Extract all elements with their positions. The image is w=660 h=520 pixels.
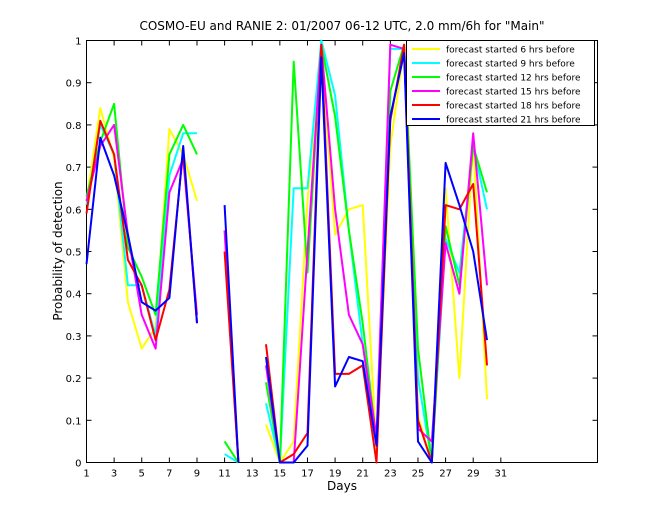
series-line [85,136,198,324]
series-6 [85,52,488,464]
legend-entry: forecast started 6 hrs before [412,46,575,56]
x-tick-label: 3 [111,469,117,480]
x-tick-label: 27 [439,469,452,480]
legend-entry: forecast started 18 hrs before [412,102,581,112]
series-line [265,52,488,464]
x-tick-label: 1 [83,469,89,480]
legend-entry: forecast started 9 hrs before [412,60,575,70]
series-line [223,205,240,463]
y-tick-label: 0.5 [66,248,82,259]
x-axis-label: Days [327,479,357,493]
x-tick-label: 19 [329,469,342,480]
axis-ticks: 1 3 5 7 9 11 13 15 17 19 21 23 25 27 29 3100.10.20.30.4… [66,37,598,480]
y-tick-label: 0 [75,459,81,470]
legend-entry: forecast started 12 hrs before [412,74,581,84]
series-line [223,440,240,464]
x-tick-label: 7 [166,469,172,480]
legend: forecast started 6 hrs before forecast st… [406,40,595,126]
x-tick-label: 29 [467,469,480,480]
series-line [265,43,488,464]
series-line [85,102,198,316]
x-tick-label: 11 [218,469,231,480]
x-tick-label: 17 [301,469,314,480]
legend-label: forecast started 15 hrs before [446,88,581,98]
y-tick-label: 0.4 [66,290,82,301]
legend-entry: forecast started 21 hrs before [412,116,581,126]
y-tick-label: 0.2 [66,374,82,385]
legend-entry: forecast started 15 hrs before [412,88,581,98]
legend-label: forecast started 18 hrs before [446,102,581,112]
y-tick-label: 0.7 [66,163,82,174]
series-layer [85,39,488,464]
legend-label: forecast started 21 hrs before [446,116,581,126]
y-axis-label: Probability of detection [51,181,65,320]
y-tick-label: 0.3 [66,332,82,343]
x-tick-label: 25 [412,469,425,480]
y-tick-label: 0.8 [66,121,82,132]
y-tick-label: 1 [75,37,81,48]
x-tick-label: 23 [384,469,397,480]
y-tick-label: 0.6 [66,205,82,216]
series-line [224,453,239,464]
x-tick-label: 21 [356,469,369,480]
legend-label: forecast started 12 hrs before [446,74,581,84]
x-tick-label: 13 [246,469,259,480]
legend-label: forecast started 9 hrs before [446,60,575,70]
series-line [85,123,198,350]
legend-label: forecast started 6 hrs before [446,46,575,56]
legend-box [406,40,595,126]
y-tick-label: 0.1 [66,416,82,427]
x-tick-label: 31 [494,469,507,480]
x-tick-label: 5 [139,469,145,480]
x-tick-label: 9 [194,469,200,480]
chart-title: COSMO-EU and RANIE 2: 01/2007 06-12 UTC,… [139,19,544,33]
x-tick-label: 15 [273,469,286,480]
y-tick-label: 0.9 [66,79,82,90]
